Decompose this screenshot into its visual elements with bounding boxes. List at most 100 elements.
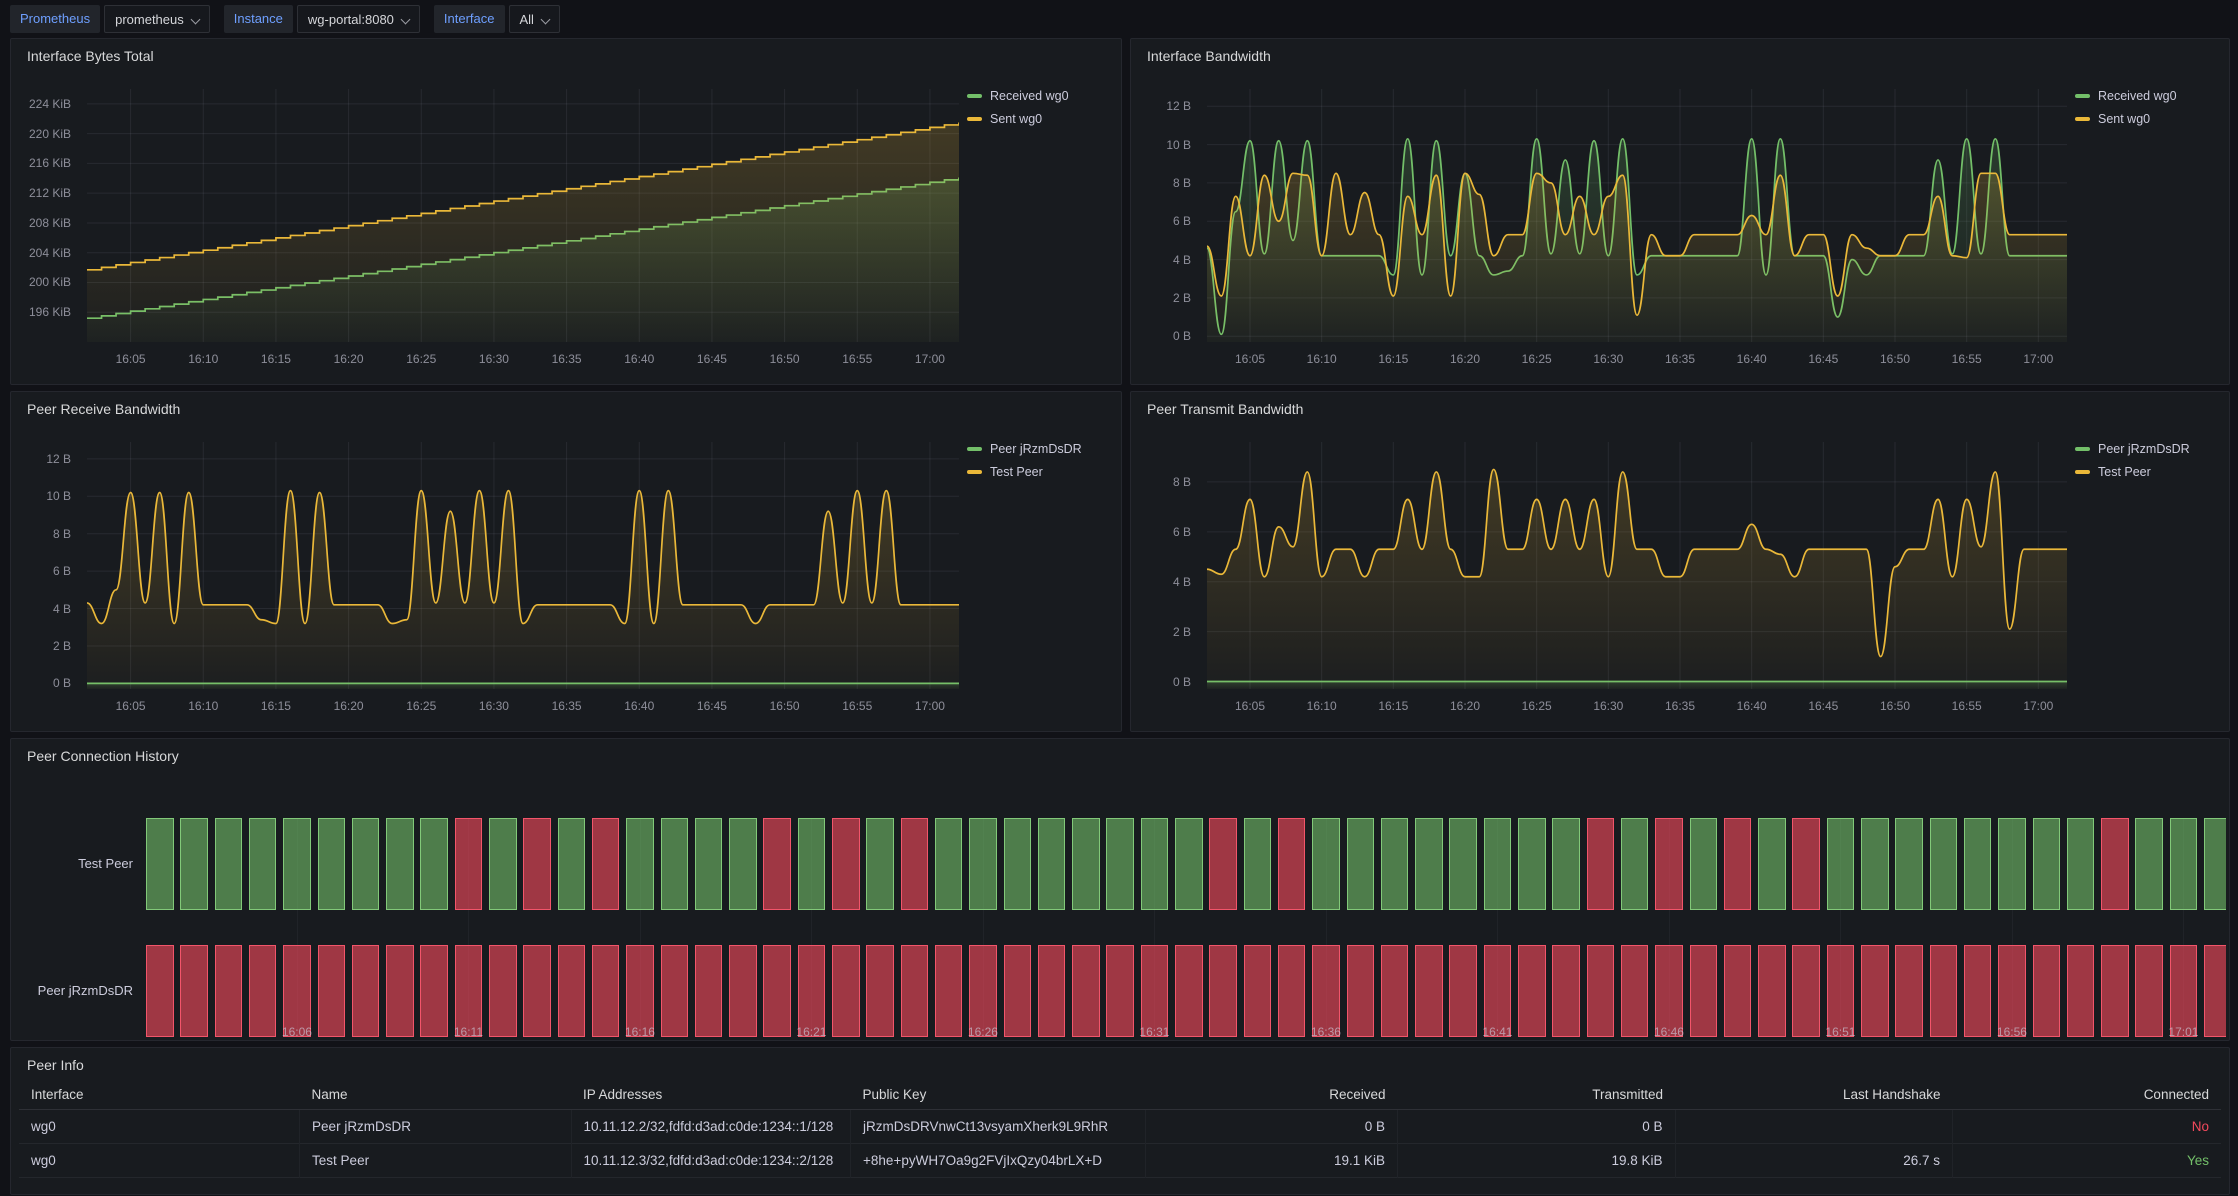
legend-item[interactable]: Received wg0 [967,89,1111,103]
status-history-chart[interactable]: Test PeerPeer jRzmDsDR16:0616:1116:1616:… [21,773,2219,1036]
x-axis-tick-label: 16:25 [1522,352,1552,366]
plot-area[interactable] [1207,89,2067,342]
column-header-transmitted[interactable]: Transmitted [1397,1080,1675,1110]
column-header-public-key[interactable]: Public Key [851,1080,1146,1110]
status-bar-disconnected [1552,945,1580,1037]
column-header-connected[interactable]: Connected [1953,1080,2221,1110]
variable-label-prometheus: Prometheus [10,5,100,33]
legend-item[interactable]: Sent wg0 [967,112,1111,126]
status-bar-connected [558,818,586,910]
y-axis-tick-label: 200 KiB [29,275,71,289]
status-bar-connected [1004,818,1032,910]
status-bar-disconnected [1587,818,1615,910]
legend-swatch-icon [2075,117,2090,121]
legend-swatch-icon [967,447,982,451]
panel-title[interactable]: Peer Transmit Bandwidth [1131,392,2229,417]
variable-value-instance[interactable]: wg-portal:8080 [297,5,420,33]
status-bar-connected [1415,818,1443,910]
legend-item[interactable]: Sent wg0 [2075,112,2219,126]
status-bar-connected [180,818,208,910]
time-series-chart[interactable]: 12 B10 B8 B6 B4 B2 B0 B 16:0516:1016:151… [21,428,1111,725]
x-axis-tick-label: 16:05 [116,352,146,366]
x-axis-tick-label: 16:20 [1450,352,1480,366]
x-axis-tick-label: 16:56 [1997,1025,2027,1039]
status-bar-connected [1690,818,1718,910]
column-header-received[interactable]: Received [1145,1080,1397,1110]
x-axis-tick-label: 16:40 [624,699,654,713]
legend-item[interactable]: Test Peer [2075,465,2219,479]
status-bar-disconnected [1724,945,1752,1037]
x-axis-tick-label: 16:10 [188,699,218,713]
variable-interface: Interface All [434,5,560,33]
variable-value-prometheus[interactable]: prometheus [104,5,210,33]
panel-title[interactable]: Peer Receive Bandwidth [11,392,1121,417]
legend-label: Sent wg0 [2098,112,2150,126]
time-series-chart[interactable]: 224 KiB220 KiB216 KiB212 KiB208 KiB204 K… [21,75,1111,378]
panel-title[interactable]: Peer Info [11,1048,2229,1073]
panel-peer-info: Peer Info InterfaceNameIP AddressesPubli… [10,1047,2230,1195]
status-row-bars [146,945,2226,1037]
x-axis-tick-label: 16:45 [697,699,727,713]
status-bar-connected [2170,818,2198,910]
legend-item[interactable]: Received wg0 [2075,89,2219,103]
plot-area[interactable] [1207,442,2067,689]
status-bar-disconnected [763,945,791,1037]
status-bar-disconnected [1038,945,1066,1037]
status-bar-disconnected [558,945,586,1037]
y-axis-tick-label: 220 KiB [29,127,71,141]
variable-value-interface[interactable]: All [509,5,560,33]
status-bar-disconnected [1998,945,2026,1037]
x-axis-tick-label: 16:46 [1654,1025,1684,1039]
y-axis-tick-label: 2 B [1173,291,1191,305]
status-bar-connected [318,818,346,910]
x-axis-tick-label: 16:35 [1665,699,1695,713]
x-axis-tick-label: 16:55 [1952,699,1982,713]
column-header-ip-addresses[interactable]: IP Addresses [571,1080,851,1110]
panel-title[interactable]: Interface Bytes Total [11,39,1121,64]
variables-toolbar: Prometheus prometheus Instance wg-portal… [10,5,574,33]
status-bar-connected [352,818,380,910]
legend-item[interactable]: Test Peer [967,465,1111,479]
legend: Received wg0 Sent wg0 [2075,89,2219,135]
status-bar-disconnected [283,945,311,1037]
legend-swatch-icon [2075,94,2090,98]
y-axis-tick-label: 4 B [53,602,71,616]
x-axis-tick-label: 16:20 [334,352,364,366]
x-axis-tick-label: 16:51 [1825,1025,1855,1039]
table-cell-name: Peer jRzmDsDR [300,1110,571,1144]
legend-item[interactable]: Peer jRzmDsDR [967,442,1111,456]
status-bar-disconnected [2135,945,2163,1037]
column-header-name[interactable]: Name [300,1080,571,1110]
panel-title[interactable]: Interface Bandwidth [1131,39,2229,64]
status-bar-disconnected [1484,945,1512,1037]
table-cell-public-key: +8he+pyWH7Oa9g2FVjIxQzy04brLX+D [851,1144,1146,1178]
plot-area[interactable] [87,89,959,342]
status-bar-disconnected [1312,945,1340,1037]
plot-area[interactable] [87,442,959,689]
legend-label: Peer jRzmDsDR [990,442,1082,456]
status-bar-connected [1758,818,1786,910]
chevron-down-icon [191,13,200,22]
chevron-down-icon [541,13,550,22]
panel-title[interactable]: Peer Connection History [11,739,2229,764]
status-bar-disconnected [798,945,826,1037]
status-bar-connected [249,818,277,910]
status-bar-disconnected [523,818,551,910]
y-axis: 224 KiB220 KiB216 KiB212 KiB208 KiB204 K… [21,89,79,342]
status-bar-disconnected [489,945,517,1037]
status-bar-disconnected [2067,945,2095,1037]
status-bar-disconnected [420,945,448,1037]
legend-swatch-icon [2075,470,2090,474]
status-bar-connected [215,818,243,910]
legend-item[interactable]: Peer jRzmDsDR [2075,442,2219,456]
x-axis-tick-label: 16:25 [406,352,436,366]
time-series-chart[interactable]: 8 B6 B4 B2 B0 B 16:0516:1016:1516:2016:2… [1141,428,2219,725]
column-header-interface[interactable]: Interface [19,1080,300,1110]
table-cell-name: Test Peer [300,1144,571,1178]
time-series-chart[interactable]: 12 B10 B8 B6 B4 B2 B0 B 16:0516:1016:151… [1141,75,2219,378]
x-axis-tick-label: 16:05 [116,699,146,713]
legend-label: Peer jRzmDsDR [2098,442,2190,456]
x-axis-tick-label: 17:00 [2023,699,2053,713]
table-cell-ip-addresses: 10.11.12.3/32,fdfd:d3ad:c0de:1234::2/128 [571,1144,851,1178]
column-header-last-handshake[interactable]: Last Handshake [1675,1080,1953,1110]
